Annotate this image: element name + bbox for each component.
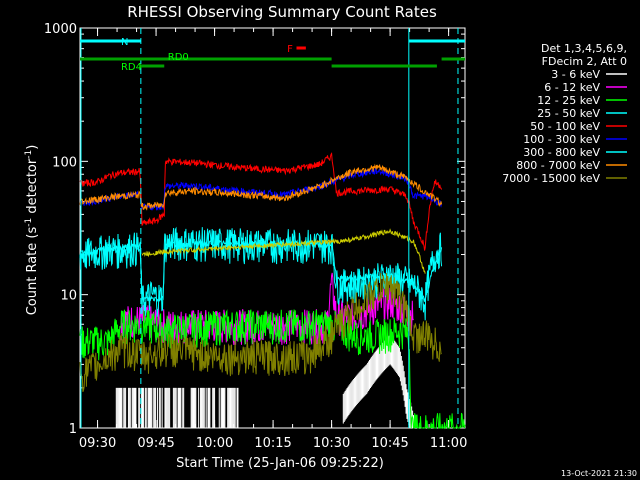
x-tick-label: 09:45	[137, 436, 174, 451]
legend-entry-label: 12 - 25 keV	[537, 94, 600, 107]
annotation-label: N	[121, 37, 128, 48]
y-tick-label: 1	[69, 422, 77, 437]
annotation-layer: N RD0 RD4 F	[80, 28, 465, 428]
y-axis-label: Count Rate (s-1 detector-1)	[24, 145, 40, 316]
x-tick-label: 10:00	[196, 436, 233, 451]
series-300-800-kev	[79, 238, 443, 303]
annotation-label: RD0	[168, 52, 189, 63]
legend-entry-label: 25 - 50 keV	[537, 107, 600, 120]
annotation-label: RD4	[121, 62, 142, 73]
series-3-6-kev	[115, 334, 415, 428]
chart-title: RHESSI Observing Summary Count Rates	[127, 3, 437, 21]
legend-entry-label: 800 - 7000 keV	[516, 159, 600, 172]
y-tick-label: 1000	[44, 22, 77, 37]
series-7000-15000-kev	[79, 272, 443, 392]
annotation-label: F	[287, 44, 293, 55]
series-50-100-kev	[79, 152, 443, 251]
legend-entry-label: 300 - 800 keV	[523, 146, 600, 159]
legend-entry-label: 100 - 300 keV	[523, 133, 600, 146]
series-layer	[79, 152, 466, 430]
series-12-25-kev	[79, 309, 466, 430]
x-tick-label: 10:45	[371, 436, 408, 451]
legend-entry-label: 7000 - 15000 keV	[502, 172, 600, 185]
series-yellow	[141, 228, 426, 274]
x-tick-label: 10:30	[313, 436, 350, 451]
legend: Det 1,3,4,5,6,9,FDecim 2, Att 03 - 6 keV…	[502, 42, 627, 185]
x-tick-label: 09:30	[79, 436, 116, 451]
y-tick-label: 100	[52, 155, 77, 170]
timestamp: 13-Oct-2021 21:30	[561, 469, 637, 478]
svg-text:Count Rate (s-1 detector-1): Count Rate (s-1 detector-1)	[24, 145, 40, 316]
series-800-7000-kev	[79, 163, 443, 211]
legend-entry-label: 50 - 100 keV	[530, 120, 600, 133]
legend-entry-label: 6 - 12 keV	[544, 81, 600, 94]
x-axis-label: Start Time (25-Jan-06 09:25:22)	[176, 456, 384, 471]
legend-header: Det 1,3,4,5,6,9,	[541, 42, 627, 55]
x-tick-label: 11:00	[430, 436, 467, 451]
legend-header: FDecim 2, Att 0	[542, 55, 627, 68]
x-tick-label: 10:15	[254, 436, 291, 451]
plot-border	[79, 27, 466, 429]
legend-entry-label: 3 - 6 keV	[551, 68, 600, 81]
plot-frame: 1 10 100 1000 09:30 09:45 10:00 10:15 10:30 10:45…	[44, 22, 467, 451]
series-25-50-kev	[79, 226, 443, 321]
y-tick-label: 10	[60, 289, 77, 304]
